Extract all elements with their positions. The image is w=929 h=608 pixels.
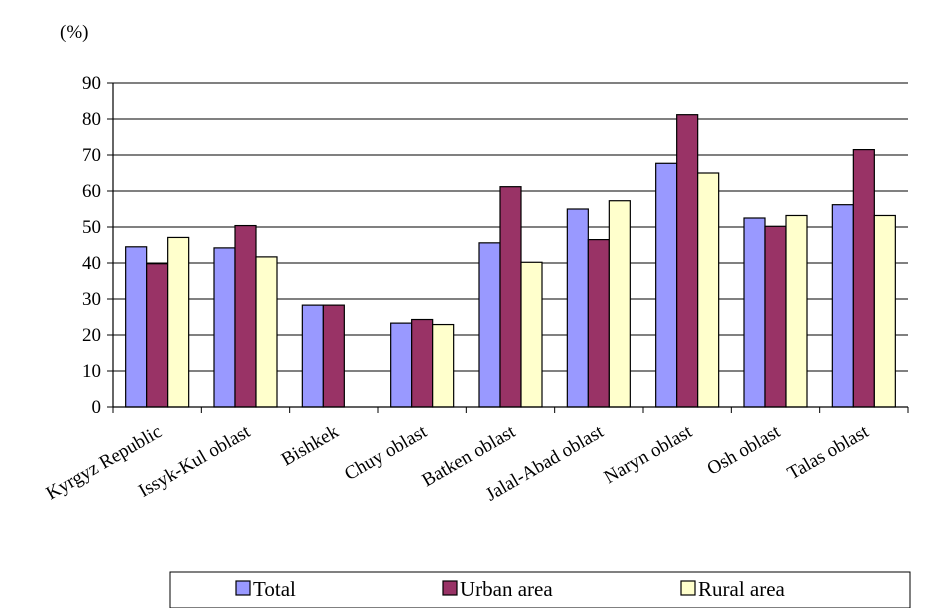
bar-total-osh-oblast	[743, 217, 766, 408]
y-tick-label-50: 50	[82, 217, 101, 238]
y-tick-label-30: 30	[82, 289, 101, 310]
category-label-bishkek: Bishkek	[278, 421, 343, 471]
bar-rural-area-chuy-oblast	[432, 323, 455, 408]
bar-urban-area-jalal-abad-oblast	[587, 239, 610, 408]
bar-total-batken-oblast	[478, 242, 501, 408]
category-label-talas-oblast: Talas oblast	[784, 421, 873, 485]
category-label-chuy-oblast: Chuy oblast	[341, 421, 431, 485]
bar-rural-area-naryn-oblast	[697, 172, 720, 408]
y-tick-label-70: 70	[82, 145, 101, 166]
bar-rural-area-batken-oblast	[520, 261, 543, 408]
bar-total-bishkek	[301, 304, 324, 408]
legend-swatch-total	[235, 580, 251, 596]
bar-urban-area-chuy-oblast	[411, 318, 434, 408]
bar-total-talas-oblast	[831, 204, 854, 408]
y-tick-label-10: 10	[82, 361, 101, 382]
y-tick-label-20: 20	[82, 325, 101, 346]
legend: Total Urban area Rural area	[169, 571, 911, 608]
bar-rural-area-jalal-abad-oblast	[608, 200, 631, 408]
bar-total-naryn-oblast	[655, 162, 678, 408]
bar-total-issyk-kul-oblast	[213, 247, 236, 408]
bar-total-jalal-abad-oblast	[566, 208, 589, 408]
bar-total-kyrgyz-republic	[125, 246, 148, 408]
bar-urban-area-batken-oblast	[499, 186, 522, 408]
y-tick-label-0: 0	[92, 397, 102, 418]
y-tick-label-60: 60	[82, 181, 101, 202]
legend-label-urban-area: Urban area	[460, 577, 553, 601]
legend-label-total: Total	[253, 577, 296, 601]
legend-box	[169, 571, 911, 608]
bar-urban-area-talas-oblast	[852, 149, 875, 408]
y-tick-labels: 0 10 20 30 40 50 60 70 80 90	[82, 73, 101, 418]
bars-group	[125, 114, 896, 408]
bar-rural-area-issyk-kul-oblast	[255, 256, 278, 408]
bar-rural-area-kyrgyz-republic	[167, 236, 190, 408]
category-label-naryn-oblast: Naryn oblast	[601, 421, 697, 488]
category-label-osh-oblast: Osh oblast	[704, 421, 785, 480]
legend-swatch-rural-area	[680, 580, 696, 596]
bar-urban-area-bishkek	[322, 304, 345, 408]
bar-urban-area-naryn-oblast	[676, 114, 699, 408]
axes	[107, 82, 909, 413]
legend-swatch-urban-area	[442, 580, 458, 596]
y-tick-label-40: 40	[82, 253, 101, 274]
y-tick-label-80: 80	[82, 109, 101, 130]
bar-rural-area-osh-oblast	[785, 214, 808, 408]
bar-urban-area-kyrgyz-republic	[146, 263, 169, 408]
legend-label-rural-area: Rural area	[698, 577, 786, 601]
bar-urban-area-osh-oblast	[764, 225, 787, 408]
y-tick-label-90: 90	[82, 73, 101, 94]
bar-urban-area-issyk-kul-oblast	[234, 224, 257, 408]
bar-total-chuy-oblast	[390, 322, 413, 408]
y-axis-unit-label: (%)	[60, 22, 88, 43]
bar-rural-area-talas-oblast	[873, 214, 896, 408]
